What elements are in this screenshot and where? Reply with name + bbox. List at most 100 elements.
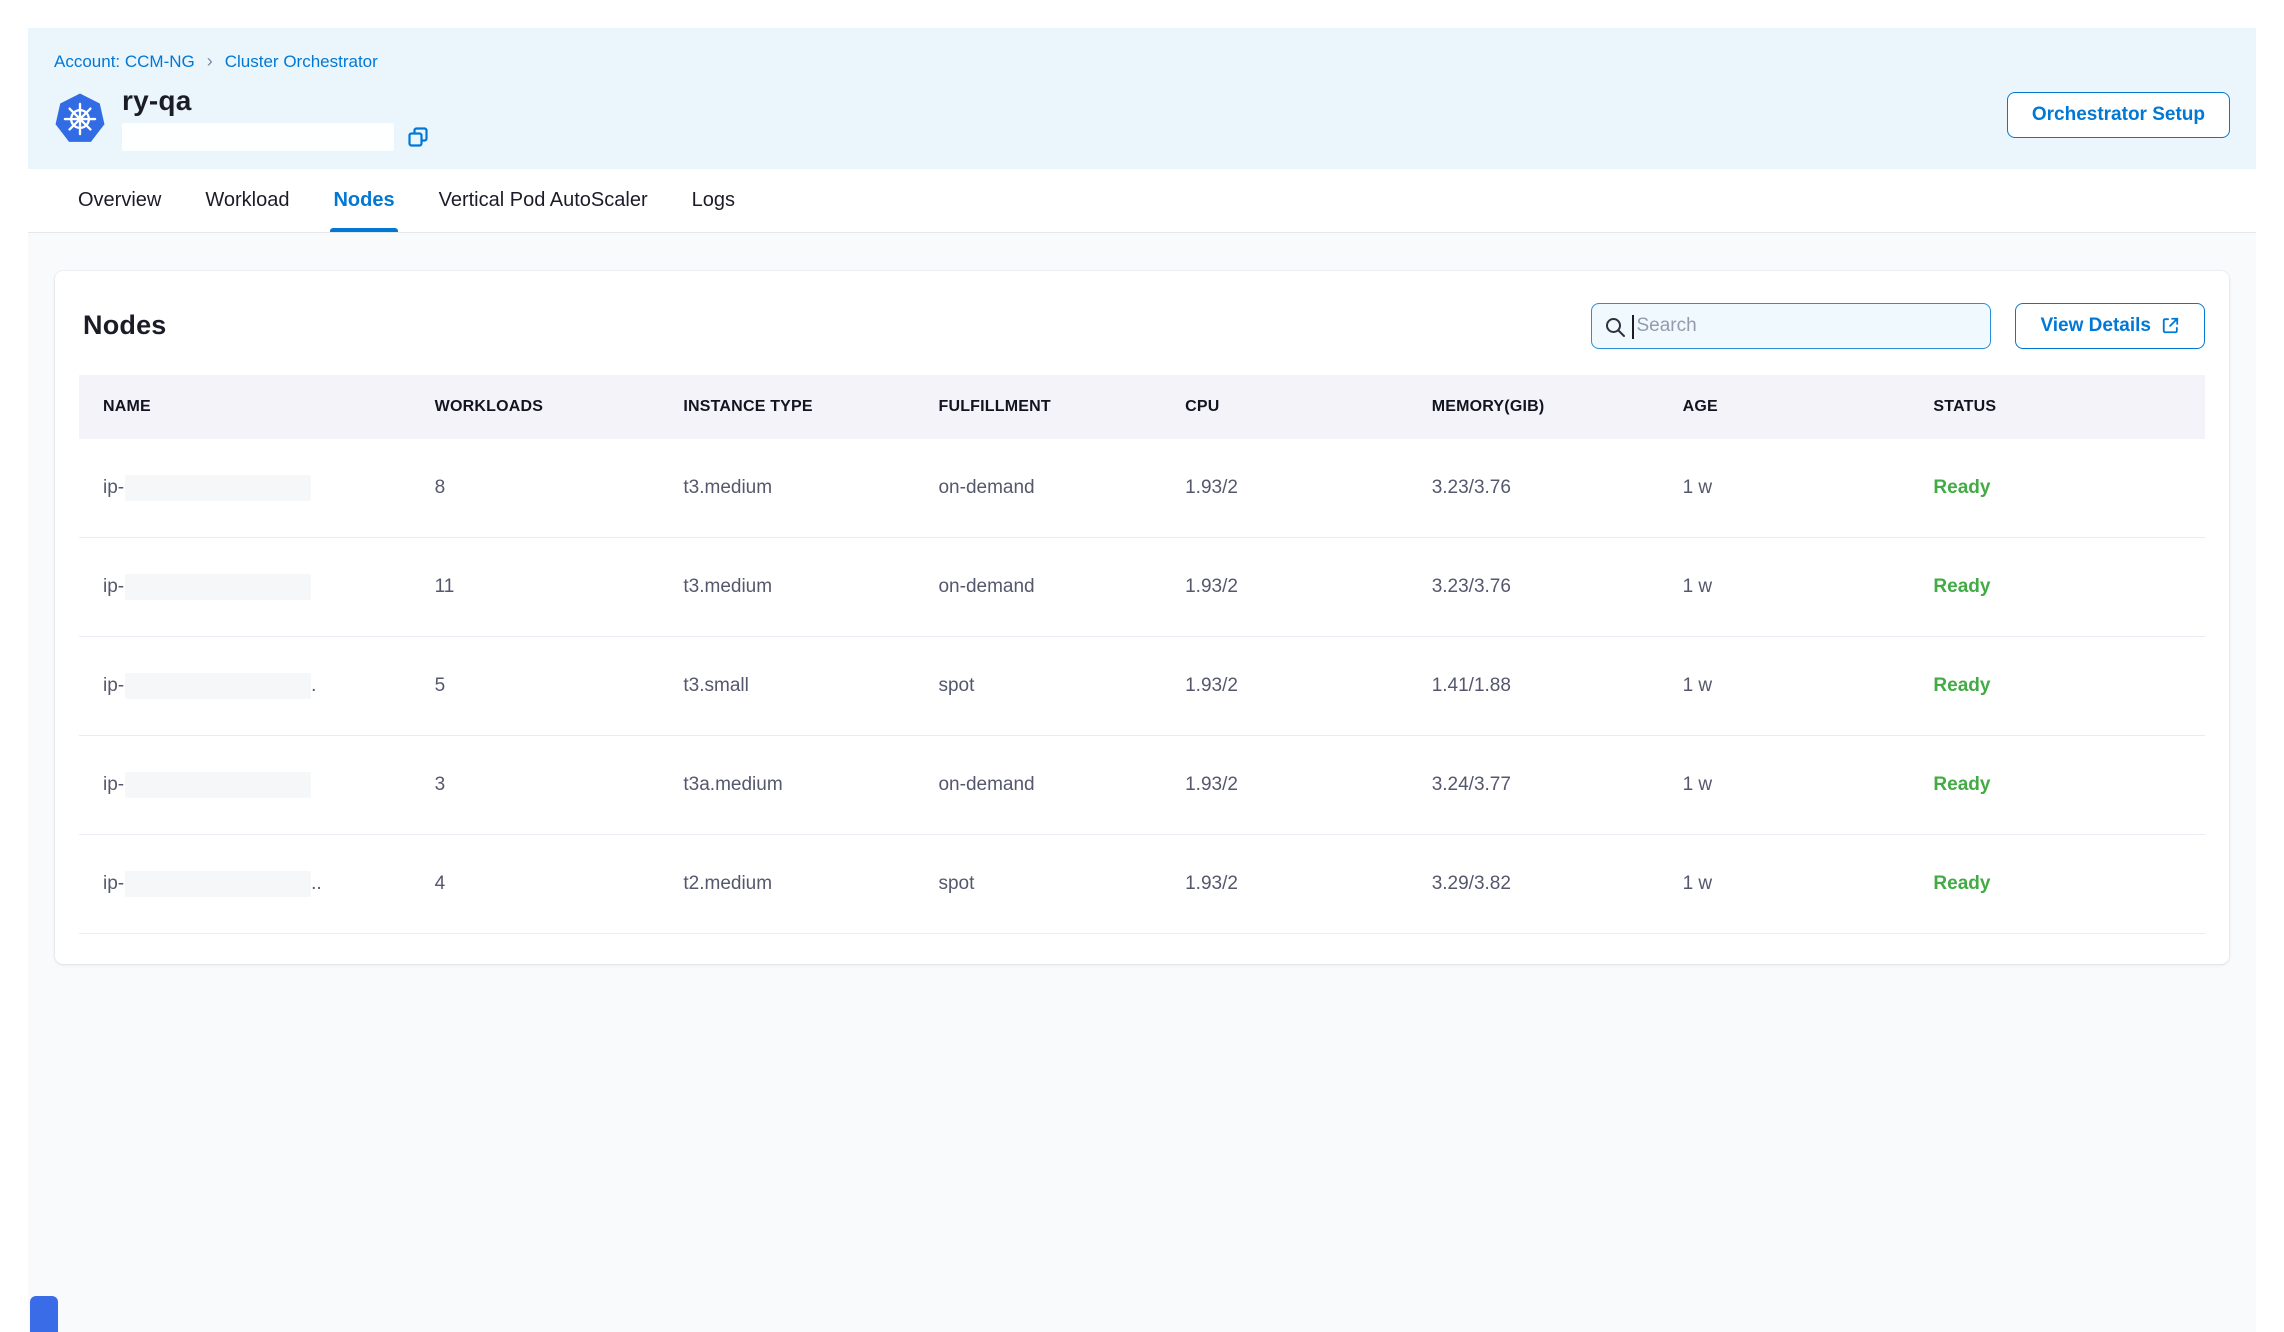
- cell-cpu: 1.93/2: [1161, 735, 1408, 836]
- tab-workload[interactable]: Workload: [205, 188, 290, 211]
- breadcrumb-account-link[interactable]: Account: CCM-NG: [54, 52, 195, 71]
- cell-status: Ready: [1909, 438, 2205, 539]
- cell-memory: 3.23/3.76: [1407, 438, 1659, 539]
- table-row[interactable]: ip- 8 t3.medium on-demand 1.93/2 3.23/3.76 1 w…: [79, 438, 2205, 539]
- status-badge: Ready: [1933, 477, 1991, 499]
- redacted-node-name: [125, 574, 312, 601]
- text-cursor: [1632, 314, 1635, 339]
- external-link-icon: [2162, 318, 2179, 334]
- panel-actions: View Details: [1591, 302, 2205, 349]
- node-name-suffix: ..: [311, 873, 322, 895]
- tab-nodes[interactable]: Nodes: [330, 169, 398, 232]
- redacted-cluster-id: [122, 122, 394, 151]
- search-icon: [1606, 317, 1626, 337]
- cell-age: 1 w: [1658, 834, 1910, 935]
- table-row[interactable]: ip- 3 t3a.medium on-demand 1.93/2 3.24/3.77 1 …: [79, 735, 2205, 836]
- cell-cpu: 1.93/2: [1161, 834, 1408, 935]
- cell-cpu: 1.93/2: [1161, 537, 1408, 638]
- cell-memory: 3.29/3.82: [1407, 834, 1659, 935]
- node-name-prefix: ip-: [103, 774, 125, 796]
- cell-cpu: 1.93/2: [1161, 636, 1408, 737]
- panel-title: Nodes: [83, 310, 167, 341]
- orchestrator-setup-button[interactable]: Orchestrator Setup: [2006, 92, 2230, 138]
- cell-instance-type: t3.medium: [659, 438, 915, 539]
- tab-vertical-pod-autoscaler[interactable]: Vertical Pod AutoScaler: [438, 188, 648, 211]
- cell-instance-type: t2.medium: [659, 834, 915, 935]
- tab-bar: Overview Workload Nodes Vertical Pod Aut…: [28, 168, 2256, 233]
- chat-launcher-button[interactable]: [30, 1296, 58, 1332]
- page-header: Account: CCM-NG › Cluster Orchestrator: [28, 28, 2256, 169]
- table-row[interactable]: ip-.. 4 t2.medium spot 1.93/2 3.29/3.82 1 w Rea…: [79, 834, 2205, 935]
- title-block: ry-qa: [122, 85, 430, 151]
- status-badge: Ready: [1933, 675, 1991, 697]
- cell-node-name: ip-: [79, 438, 411, 539]
- node-name-prefix: ip-: [103, 477, 125, 499]
- cell-node-name: ip-.: [79, 636, 411, 737]
- column-header-fulfillment: FULFILLMENT: [914, 374, 1162, 439]
- cell-fulfillment: on-demand: [914, 735, 1162, 836]
- cell-workloads: 8: [410, 438, 660, 539]
- cell-instance-type: t3a.medium: [659, 735, 915, 836]
- cell-workloads: 11: [410, 537, 660, 638]
- page-title: ry-qa: [122, 85, 192, 116]
- kubernetes-icon: [55, 93, 105, 143]
- column-header-memory: MEMORY(GIB): [1407, 374, 1659, 439]
- content-area: Nodes View Details: [28, 233, 2256, 1003]
- cell-workloads: 3: [410, 735, 660, 836]
- view-details-label: View Details: [2040, 314, 2151, 336]
- cell-status: Ready: [1909, 636, 2205, 737]
- cell-node-name: ip-: [79, 537, 411, 638]
- search-box[interactable]: [1591, 302, 1992, 349]
- cell-age: 1 w: [1658, 735, 1910, 836]
- column-header-cpu: CPU: [1161, 374, 1408, 439]
- cell-status: Ready: [1909, 537, 2205, 638]
- column-header-age: AGE: [1658, 374, 1910, 439]
- cell-fulfillment: on-demand: [914, 438, 1162, 539]
- nodes-table-header: NAME WORKLOADS INSTANCE TYPE FULFILLMENT…: [79, 374, 2205, 439]
- page: Account: CCM-NG › Cluster Orchestrator: [28, 28, 2256, 1332]
- status-badge: Ready: [1933, 576, 1991, 598]
- cell-fulfillment: on-demand: [914, 537, 1162, 638]
- table-row[interactable]: ip- 11 t3.medium on-demand 1.93/2 3.23/3.76 1 …: [79, 537, 2205, 638]
- cell-age: 1 w: [1658, 636, 1910, 737]
- view-details-button[interactable]: View Details: [2015, 302, 2205, 349]
- status-badge: Ready: [1933, 873, 1991, 895]
- cell-cpu: 1.93/2: [1161, 438, 1408, 539]
- cell-memory: 3.24/3.77: [1407, 735, 1659, 836]
- column-header-instance-type: INSTANCE TYPE: [659, 374, 915, 439]
- redacted-node-name: [125, 772, 312, 799]
- copy-icon[interactable]: [406, 125, 430, 149]
- tab-logs[interactable]: Logs: [691, 188, 735, 211]
- cell-age: 1 w: [1658, 537, 1910, 638]
- nodes-panel: Nodes View Details: [55, 270, 2229, 965]
- nodes-table-body: ip- 8 t3.medium on-demand 1.93/2 3.23/3.76 1 w…: [79, 438, 2205, 935]
- breadcrumb-cluster-orchestrator-link[interactable]: Cluster Orchestrator: [224, 52, 378, 71]
- cell-status: Ready: [1909, 735, 2205, 836]
- node-name-suffix: .: [311, 675, 317, 697]
- status-badge: Ready: [1933, 774, 1991, 796]
- redacted-node-name: [125, 673, 312, 700]
- tab-overview[interactable]: Overview: [78, 188, 162, 211]
- cell-instance-type: t3.medium: [659, 537, 915, 638]
- search-input[interactable]: [1592, 303, 1991, 348]
- node-name-prefix: ip-: [103, 576, 125, 598]
- node-name-prefix: ip-: [103, 675, 125, 697]
- nodes-panel-header: Nodes View Details: [79, 302, 2205, 349]
- cell-node-name: ip-..: [79, 834, 411, 935]
- cell-status: Ready: [1909, 834, 2205, 935]
- cell-fulfillment: spot: [914, 636, 1162, 737]
- cell-fulfillment: spot: [914, 834, 1162, 935]
- cell-instance-type: t3.small: [659, 636, 915, 737]
- cell-node-name: ip-: [79, 735, 411, 836]
- cluster-id-row: [122, 122, 430, 151]
- cell-workloads: 5: [410, 636, 660, 737]
- redacted-node-name: [125, 871, 312, 898]
- cell-memory: 3.23/3.76: [1407, 537, 1659, 638]
- table-row[interactable]: ip-. 5 t3.small spot 1.93/2 1.41/1.88 1 w Ready: [79, 636, 2205, 737]
- nodes-table: NAME WORKLOADS INSTANCE TYPE FULFILLMENT…: [79, 374, 2205, 935]
- cell-memory: 1.41/1.88: [1407, 636, 1659, 737]
- title-row: ry-qa Orchestrator Setup: [54, 85, 2230, 151]
- breadcrumb: Account: CCM-NG › Cluster Orchestrator: [54, 52, 2230, 72]
- node-name-prefix: ip-: [103, 873, 125, 895]
- chevron-right-icon: ›: [206, 51, 213, 71]
